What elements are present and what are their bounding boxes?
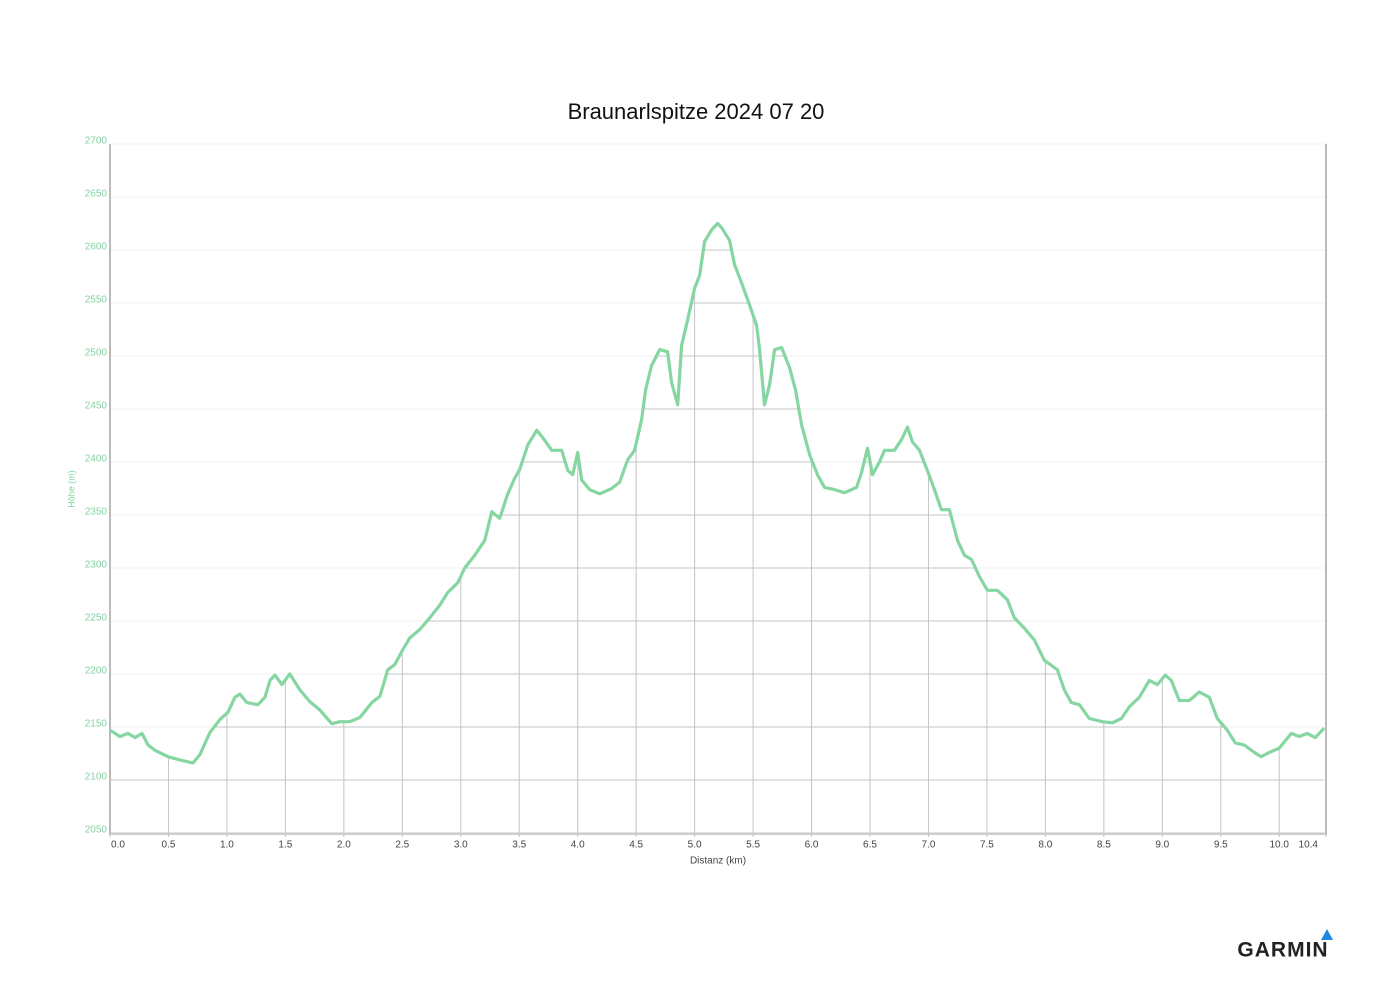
y-tick-label: 2400 [85,454,108,465]
x-tick-label: 3.5 [512,840,526,851]
x-tick-label: 1.5 [278,840,292,851]
y-tick-label: 2450 [85,401,108,412]
logo: GARMIN [1237,939,1328,962]
elevation-line [109,221,1326,765]
x-tick-label: 6.0 [805,840,819,851]
x-tick-label: 0.5 [162,840,176,851]
y-tick-label: 2650 [85,189,108,200]
axes [109,144,1327,837]
y-axis-title: Höhe (m) [66,470,76,508]
x-tick-label: 2.0 [337,840,351,851]
grid-under-curve [110,223,1325,833]
x-tick-label: 5.5 [746,840,760,851]
y-tick-label: 2700 [85,136,108,147]
marks [109,221,1326,765]
y-tick-label: 2550 [85,295,108,306]
x-tick-label: 7.5 [980,840,994,851]
x-tick-label: 5.0 [688,840,702,851]
labels: 2050 2100 2150 2200 2250 2300 2350 2400 2450 2500… [85,136,1319,851]
y-tick-label: 2600 [85,242,108,253]
y-tick-label: 2050 [85,825,108,836]
x-tick-label: 4.5 [629,840,643,851]
y-tick-label: 2100 [85,772,108,783]
x-tick-label: 9.0 [1155,840,1169,851]
x-tick-label: 1.0 [220,840,234,851]
y-tick-label: 2500 [85,348,108,359]
x-tick-label: 2.5 [395,840,409,851]
x-tick-label: 7.0 [922,840,936,851]
x-tick-label: 3.0 [454,840,468,851]
y-tick-label: 2250 [85,613,108,624]
x-tick-label: 8.5 [1097,840,1111,851]
grid [110,143,1326,834]
y-tick-label: 2200 [85,666,108,677]
y-tick-label: 2300 [85,560,108,571]
x-tick-label: 4.0 [571,840,585,851]
x-axis-title: Distanz (km) [690,856,746,867]
logo-icon [1321,929,1333,940]
x-tick-label: 10.0 [1269,840,1289,851]
chart-title: Braunarlspitze 2024 07 20 [568,99,825,124]
x-tick-label: 8.0 [1038,840,1052,851]
y-tick-label: 2350 [85,507,108,518]
x-tick-label: 0.0 [111,840,125,851]
y-tick-label: 2150 [85,719,108,730]
x-tick-label: 10.4 [1299,840,1319,851]
x-tick-label: 6.5 [863,840,877,851]
x-tick-label: 9.5 [1214,840,1228,851]
